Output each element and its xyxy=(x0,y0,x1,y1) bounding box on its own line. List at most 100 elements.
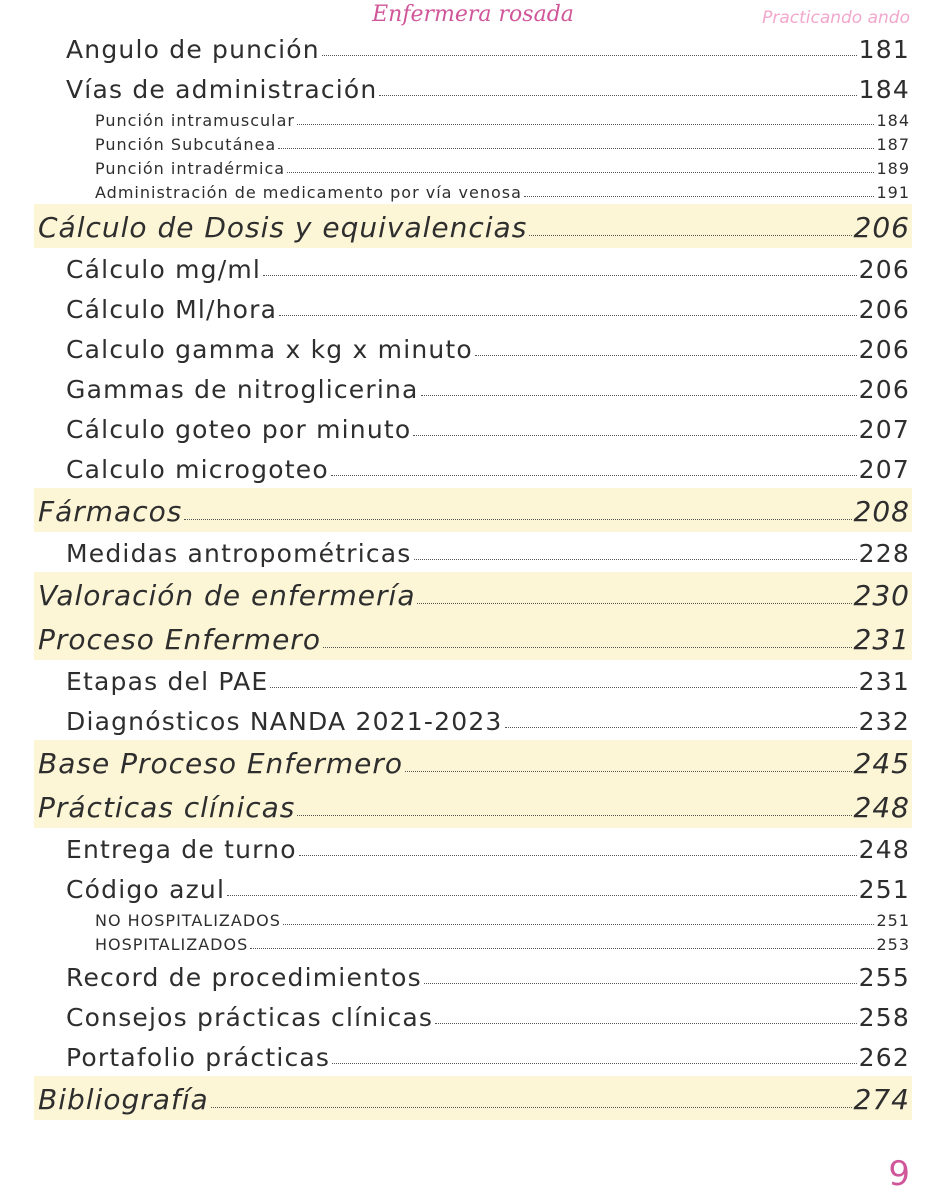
table-of-contents: Angulo de punción 181 Vías de administraci… xyxy=(0,28,946,1120)
toc-entry: Código azul 251 xyxy=(0,868,946,908)
dot-leader xyxy=(270,687,857,688)
entry-title: Administración de medicamento por vía ve… xyxy=(95,183,522,202)
entry-page: 206 xyxy=(853,211,910,244)
toc-entry: Punción Subcutánea 187 xyxy=(0,132,946,156)
dot-leader xyxy=(405,771,852,772)
entry-page: 184 xyxy=(876,111,910,130)
dot-leader xyxy=(330,475,857,476)
dot-leader xyxy=(504,727,857,728)
entry-title: Calculo microgoteo xyxy=(66,455,329,484)
dot-leader xyxy=(227,895,857,896)
dot-leader xyxy=(296,124,875,125)
toc-entry: Cálculo de Dosis y equivalencias 206 xyxy=(34,204,912,248)
dot-leader xyxy=(297,815,852,816)
toc-entry: Entrega de turno 248 xyxy=(0,828,946,868)
toc-entry: Bibliografía 274 xyxy=(34,1076,912,1120)
entry-page: 231 xyxy=(853,623,910,656)
dot-leader xyxy=(435,1023,857,1024)
entry-page: 251 xyxy=(876,911,910,930)
toc-entry: Proceso Enfermero 231 xyxy=(34,616,912,660)
dot-leader xyxy=(282,924,875,925)
entry-page: 245 xyxy=(853,747,910,780)
entry-title: Angulo de punción xyxy=(66,35,320,64)
toc-entry: Calculo gamma x kg x minuto 206 xyxy=(0,328,946,368)
dot-leader xyxy=(321,55,857,56)
dot-leader xyxy=(322,647,852,648)
toc-entry: Portafolio prácticas 262 xyxy=(0,1036,946,1076)
entry-title: Proceso Enfermero xyxy=(38,623,321,656)
entry-title: Cálculo Ml/hora xyxy=(66,295,278,324)
entry-title: Punción Subcutánea xyxy=(95,135,277,154)
entry-page: 187 xyxy=(876,135,910,154)
entry-title: Calculo gamma x kg x minuto xyxy=(66,335,473,364)
entry-title: Cálculo mg/ml xyxy=(66,255,262,284)
entry-title: Cálculo de Dosis y equivalencias xyxy=(38,211,528,244)
dot-leader xyxy=(332,1063,857,1064)
entry-title: HOSPITALIZADOS xyxy=(95,935,249,954)
entry-title: Punción intradérmica xyxy=(95,159,286,178)
header-title: Enfermera rosada xyxy=(372,2,574,27)
entry-page: 255 xyxy=(858,963,910,992)
entry-page: 206 xyxy=(858,295,910,324)
dot-leader xyxy=(379,95,857,96)
toc-entry: Administración de medicamento por vía ve… xyxy=(0,180,946,204)
entry-page: 230 xyxy=(853,579,910,612)
entry-title: Prácticas clínicas xyxy=(38,791,296,824)
dot-leader xyxy=(523,196,875,197)
entry-page: 208 xyxy=(853,495,910,528)
dot-leader xyxy=(417,603,852,604)
toc-entry: Etapas del PAE 231 xyxy=(0,660,946,700)
entry-page: 191 xyxy=(876,183,910,202)
entry-title: Valoración de enfermería xyxy=(38,579,416,612)
entry-page: 184 xyxy=(858,75,910,104)
dot-leader xyxy=(210,1107,852,1108)
entry-page: 232 xyxy=(858,707,910,736)
entry-title: NO HOSPITALIZADOS xyxy=(95,911,281,930)
toc-entry: Medidas antropométricas 228 xyxy=(0,532,946,572)
entry-page: 228 xyxy=(858,539,910,568)
dot-leader xyxy=(287,172,875,173)
dot-leader xyxy=(413,435,857,436)
toc-entry: HOSPITALIZADOS 253 xyxy=(0,932,946,956)
dot-leader xyxy=(298,855,857,856)
entry-title: Fármacos xyxy=(38,495,183,528)
entry-page: 206 xyxy=(858,335,910,364)
toc-entry: Angulo de punción 181 xyxy=(0,28,946,68)
toc-entry: Prácticas clínicas 248 xyxy=(34,784,912,828)
dot-leader xyxy=(250,948,875,949)
entry-title: Punción intramuscular xyxy=(95,111,295,130)
entry-page: 253 xyxy=(876,935,910,954)
toc-entry: Valoración de enfermería 230 xyxy=(34,572,912,616)
dot-leader xyxy=(184,519,852,520)
toc-entry: Cálculo goteo por minuto 207 xyxy=(0,408,946,448)
dot-leader xyxy=(413,559,857,560)
dot-leader xyxy=(420,395,857,396)
entry-page: 206 xyxy=(858,375,910,404)
dot-leader xyxy=(423,983,857,984)
toc-entry: Punción intramuscular 184 xyxy=(0,108,946,132)
entry-title: Entrega de turno xyxy=(66,835,297,864)
entry-title: Base Proceso Enfermero xyxy=(38,747,404,780)
dot-leader xyxy=(278,148,875,149)
toc-entry: Vías de administración 184 xyxy=(0,68,946,108)
toc-entry: NO HOSPITALIZADOS 251 xyxy=(0,908,946,932)
entry-title: Etapas del PAE xyxy=(66,667,269,696)
entry-title: Consejos prácticas clínicas xyxy=(66,1003,434,1032)
entry-page: 181 xyxy=(858,35,910,64)
toc-entry: Record de procedimientos 255 xyxy=(0,956,946,996)
entry-page: 207 xyxy=(858,415,910,444)
entry-page: 189 xyxy=(876,159,910,178)
entry-title: Gammas de nitroglicerina xyxy=(66,375,419,404)
entry-page: 248 xyxy=(858,835,910,864)
toc-entry: Consejos prácticas clínicas 258 xyxy=(0,996,946,1036)
header-subtitle: Practicando ando xyxy=(762,8,910,28)
entry-title: Record de procedimientos xyxy=(66,963,422,992)
toc-entry: Cálculo mg/ml 206 xyxy=(0,248,946,288)
toc-entry: Cálculo Ml/hora 206 xyxy=(0,288,946,328)
toc-entry: Diagnósticos NANDA 2021-2023 232 xyxy=(0,700,946,740)
toc-entry: Base Proceso Enfermero 245 xyxy=(34,740,912,784)
entry-title: Medidas antropométricas xyxy=(66,539,412,568)
entry-page: 231 xyxy=(858,667,910,696)
dot-leader xyxy=(474,355,857,356)
